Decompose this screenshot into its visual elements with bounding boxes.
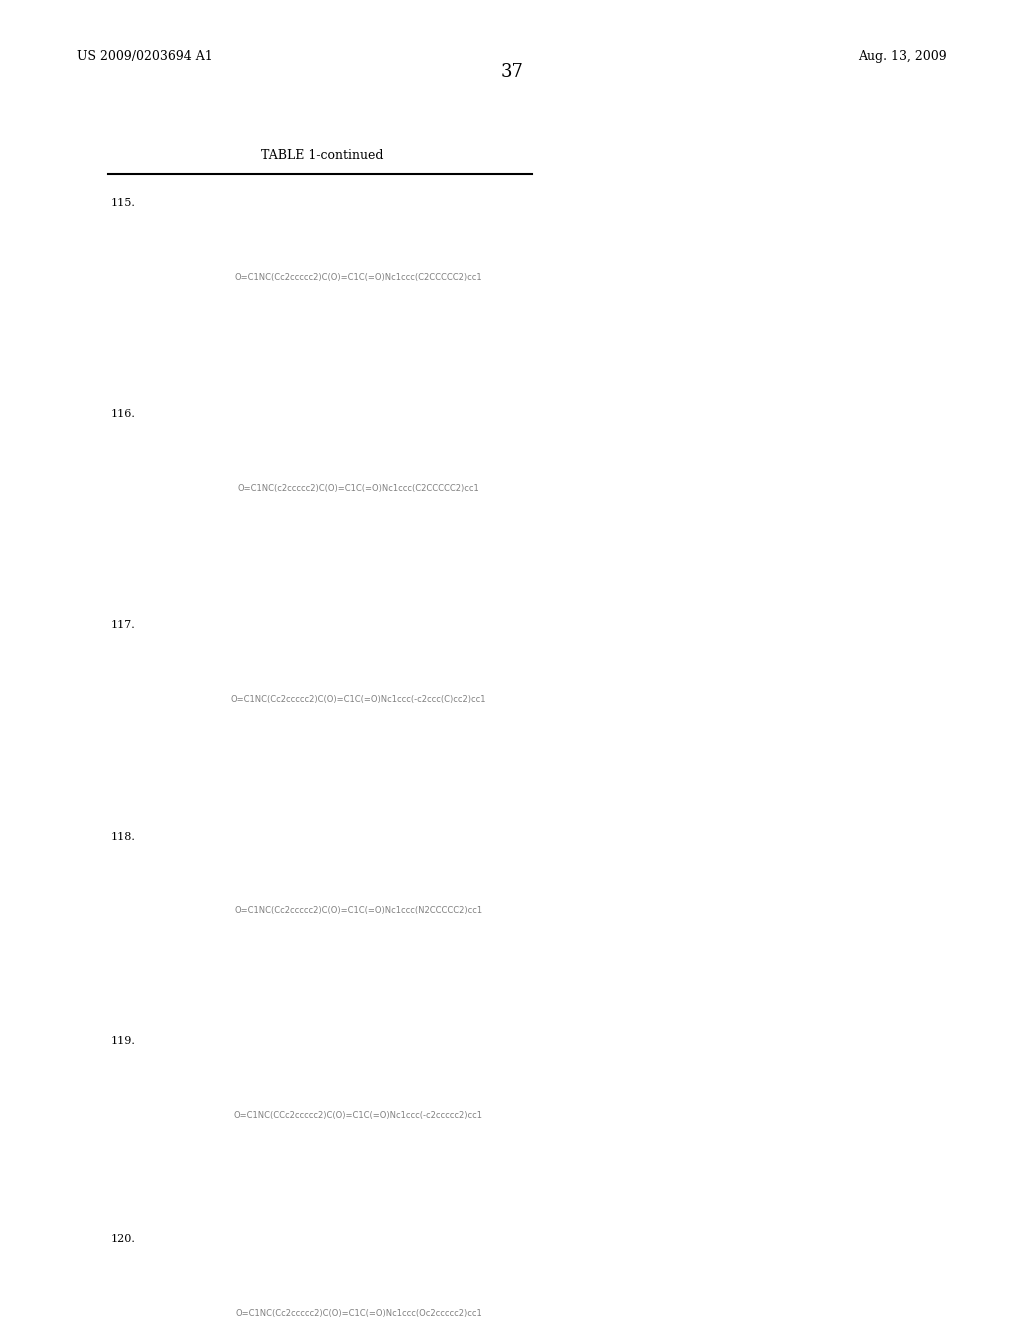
Text: O=C1NC(Cc2ccccc2)C(O)=C1C(=O)Nc1ccc(Oc2ccccc2)cc1: O=C1NC(Cc2ccccc2)C(O)=C1C(=O)Nc1ccc(Oc2c… [236,1309,481,1317]
Text: 119.: 119. [111,1036,135,1047]
Text: 120.: 120. [111,1234,135,1245]
Text: US 2009/0203694 A1: US 2009/0203694 A1 [77,50,213,63]
Text: 118.: 118. [111,832,135,842]
Text: TABLE 1-continued: TABLE 1-continued [261,149,384,162]
Text: 117.: 117. [111,620,135,631]
Text: O=C1NC(Cc2ccccc2)C(O)=C1C(=O)Nc1ccc(-c2ccc(C)cc2)cc1: O=C1NC(Cc2ccccc2)C(O)=C1C(=O)Nc1ccc(-c2c… [230,696,486,704]
Text: O=C1NC(CCc2ccccc2)C(O)=C1C(=O)Nc1ccc(-c2ccccc2)cc1: O=C1NC(CCc2ccccc2)C(O)=C1C(=O)Nc1ccc(-c2… [233,1111,483,1119]
Text: Aug. 13, 2009: Aug. 13, 2009 [858,50,947,63]
Text: 115.: 115. [111,198,135,209]
Text: O=C1NC(c2ccccc2)C(O)=C1C(=O)Nc1ccc(C2CCCCC2)cc1: O=C1NC(c2ccccc2)C(O)=C1C(=O)Nc1ccc(C2CCC… [238,484,479,492]
Text: O=C1NC(Cc2ccccc2)C(O)=C1C(=O)Nc1ccc(C2CCCCC2)cc1: O=C1NC(Cc2ccccc2)C(O)=C1C(=O)Nc1ccc(C2CC… [234,273,482,281]
Text: 116.: 116. [111,409,135,420]
Text: O=C1NC(Cc2ccccc2)C(O)=C1C(=O)Nc1ccc(N2CCCCC2)cc1: O=C1NC(Cc2ccccc2)C(O)=C1C(=O)Nc1ccc(N2CC… [234,907,482,915]
Text: 37: 37 [501,63,523,82]
